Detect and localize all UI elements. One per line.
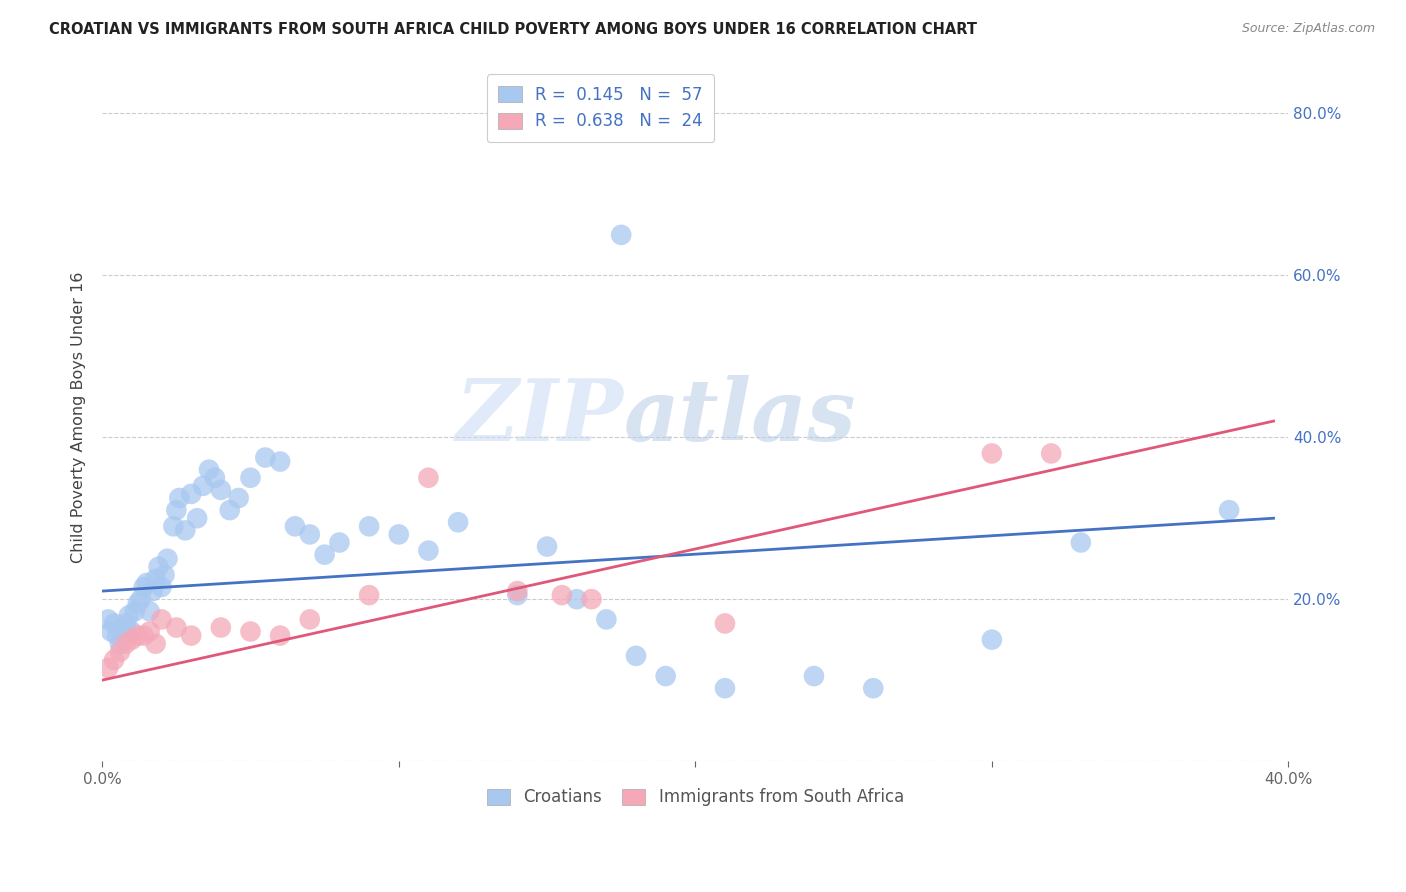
- Point: [551, 588, 574, 602]
- Point: [132, 580, 155, 594]
- Point: [127, 629, 149, 643]
- Point: [145, 637, 167, 651]
- Point: [138, 624, 160, 639]
- Point: [180, 487, 202, 501]
- Point: [284, 519, 307, 533]
- Point: [150, 580, 173, 594]
- Point: [108, 645, 131, 659]
- Point: [359, 519, 381, 533]
- Point: [135, 576, 157, 591]
- Point: [1070, 535, 1092, 549]
- Point: [156, 551, 179, 566]
- Point: [97, 612, 120, 626]
- Point: [239, 471, 262, 485]
- Point: [447, 516, 470, 530]
- Point: [165, 503, 187, 517]
- Point: [108, 637, 131, 651]
- Point: [150, 612, 173, 626]
- Point: [129, 592, 152, 607]
- Text: CROATIAN VS IMMIGRANTS FROM SOUTH AFRICA CHILD POVERTY AMONG BOYS UNDER 16 CORRE: CROATIAN VS IMMIGRANTS FROM SOUTH AFRICA…: [49, 22, 977, 37]
- Point: [418, 471, 440, 485]
- Point: [314, 548, 336, 562]
- Point: [714, 616, 737, 631]
- Point: [359, 588, 381, 602]
- Point: [980, 632, 1002, 647]
- Point: [191, 479, 214, 493]
- Point: [111, 620, 134, 634]
- Point: [269, 454, 291, 468]
- Point: [162, 519, 184, 533]
- Point: [980, 446, 1002, 460]
- Text: Source: ZipAtlas.com: Source: ZipAtlas.com: [1241, 22, 1375, 36]
- Point: [328, 535, 350, 549]
- Y-axis label: Child Poverty Among Boys Under 16: Child Poverty Among Boys Under 16: [72, 271, 86, 563]
- Point: [298, 612, 321, 626]
- Point: [506, 584, 529, 599]
- Point: [186, 511, 208, 525]
- Point: [142, 584, 165, 599]
- Point: [209, 620, 232, 634]
- Point: [180, 629, 202, 643]
- Point: [153, 567, 176, 582]
- Point: [803, 669, 825, 683]
- Point: [654, 669, 676, 683]
- Point: [388, 527, 411, 541]
- Point: [138, 604, 160, 618]
- Point: [1218, 503, 1240, 517]
- Point: [132, 629, 155, 643]
- Point: [165, 620, 187, 634]
- Point: [595, 612, 617, 626]
- Point: [127, 596, 149, 610]
- Point: [269, 629, 291, 643]
- Point: [506, 588, 529, 602]
- Point: [418, 543, 440, 558]
- Point: [298, 527, 321, 541]
- Point: [209, 483, 232, 497]
- Point: [97, 661, 120, 675]
- Point: [239, 624, 262, 639]
- Point: [174, 524, 197, 538]
- Point: [624, 648, 647, 663]
- Point: [228, 491, 250, 505]
- Point: [103, 653, 125, 667]
- Point: [198, 463, 221, 477]
- Point: [115, 616, 138, 631]
- Point: [169, 491, 191, 505]
- Point: [148, 559, 170, 574]
- Legend: Croatians, Immigrants from South Africa: Croatians, Immigrants from South Africa: [478, 780, 912, 814]
- Point: [145, 572, 167, 586]
- Point: [581, 592, 603, 607]
- Point: [1040, 446, 1063, 460]
- Point: [862, 681, 884, 696]
- Text: ZIP: ZIP: [457, 376, 624, 458]
- Point: [121, 632, 143, 647]
- Point: [610, 227, 633, 242]
- Point: [254, 450, 277, 465]
- Point: [115, 637, 138, 651]
- Point: [218, 503, 240, 517]
- Point: [103, 616, 125, 631]
- Point: [204, 471, 226, 485]
- Text: atlas: atlas: [624, 376, 856, 458]
- Point: [565, 592, 588, 607]
- Point: [536, 540, 558, 554]
- Point: [121, 624, 143, 639]
- Point: [124, 604, 146, 618]
- Point: [118, 608, 141, 623]
- Point: [714, 681, 737, 696]
- Point: [105, 629, 128, 643]
- Point: [100, 624, 122, 639]
